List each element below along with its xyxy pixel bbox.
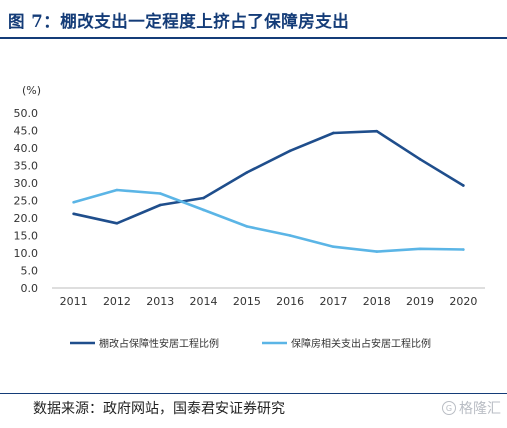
series-lines bbox=[72, 129, 465, 253]
y-tick-label: 0.0 bbox=[21, 282, 39, 295]
x-axis-ticks: 2011 2012 2013 2014 2015 2016 2017 2018 2019 2020 bbox=[60, 295, 478, 308]
x-tick-label: 2015 bbox=[233, 295, 261, 308]
y-axis-unit-label: (%) bbox=[22, 84, 41, 97]
y-tick-label: 45.0 bbox=[14, 125, 39, 138]
x-tick-label: 2012 bbox=[103, 295, 131, 308]
x-tick-label: 2016 bbox=[276, 295, 304, 308]
series-line-2 bbox=[72, 188, 465, 253]
y-tick-label: 25.0 bbox=[14, 195, 39, 208]
data-point bbox=[418, 157, 422, 161]
footer-rule bbox=[0, 393, 507, 394]
watermark-text: 格隆汇 bbox=[459, 401, 501, 417]
line-chart: (%) 50.0 45.0 40.0 35.0 30.0 25.0 20.0 15.0 10.0… bbox=[14, 84, 485, 350]
data-point bbox=[115, 221, 119, 225]
data-point bbox=[202, 196, 205, 200]
x-tick-label: 2014 bbox=[190, 295, 218, 308]
y-tick-label: 40.0 bbox=[14, 142, 39, 155]
data-point bbox=[332, 131, 335, 135]
x-tick-label: 2017 bbox=[319, 295, 347, 308]
data-point bbox=[72, 200, 75, 204]
data-point bbox=[72, 212, 75, 216]
data-point bbox=[418, 247, 422, 251]
y-tick-label: 50.0 bbox=[14, 107, 39, 120]
y-tick-label: 10.0 bbox=[14, 247, 39, 260]
legend-label-1: 棚改占保障性安居工程比例 bbox=[99, 337, 219, 350]
series-line-1 bbox=[72, 129, 465, 225]
data-point bbox=[462, 184, 465, 187]
data-point bbox=[375, 250, 379, 253]
y-tick-label: 20.0 bbox=[14, 212, 39, 225]
x-tick-label: 2019 bbox=[406, 295, 434, 308]
y-tick-label: 35.0 bbox=[14, 160, 39, 173]
legend-label-2: 保障房相关支出占安居工程比例 bbox=[291, 337, 431, 350]
data-point bbox=[288, 234, 292, 237]
data-point bbox=[158, 203, 162, 207]
watermark: G 格隆汇 bbox=[442, 398, 501, 418]
data-point bbox=[245, 171, 249, 174]
x-tick-label: 2011 bbox=[60, 295, 88, 308]
y-tick-label: 30.0 bbox=[14, 177, 39, 190]
data-point bbox=[462, 248, 465, 251]
figure-title: 图 7：棚改支出一定程度上挤占了保障房支出 bbox=[8, 12, 350, 31]
watermark-logo-icon: G bbox=[442, 401, 456, 415]
data-point bbox=[375, 129, 379, 133]
legend: 棚改占保障性安居工程比例 保障房相关支出占安居工程比例 bbox=[70, 337, 431, 350]
y-axis-ticks: 50.0 45.0 40.0 35.0 30.0 25.0 20.0 15.0 10.0 5.0 0… bbox=[14, 107, 39, 295]
data-point bbox=[158, 192, 162, 195]
x-tick-label: 2020 bbox=[449, 295, 477, 308]
data-point bbox=[332, 245, 335, 248]
source-note: 数据来源：政府网站，国泰君安证券研究 bbox=[33, 401, 285, 417]
data-point bbox=[115, 188, 119, 192]
y-tick-label: 5.0 bbox=[21, 265, 39, 278]
data-point bbox=[245, 225, 249, 228]
x-tick-label: 2018 bbox=[363, 295, 391, 308]
data-point bbox=[288, 149, 292, 153]
y-tick-label: 15.0 bbox=[14, 230, 39, 243]
title-rule bbox=[0, 37, 507, 39]
data-point bbox=[202, 208, 205, 212]
x-tick-label: 2013 bbox=[146, 295, 174, 308]
